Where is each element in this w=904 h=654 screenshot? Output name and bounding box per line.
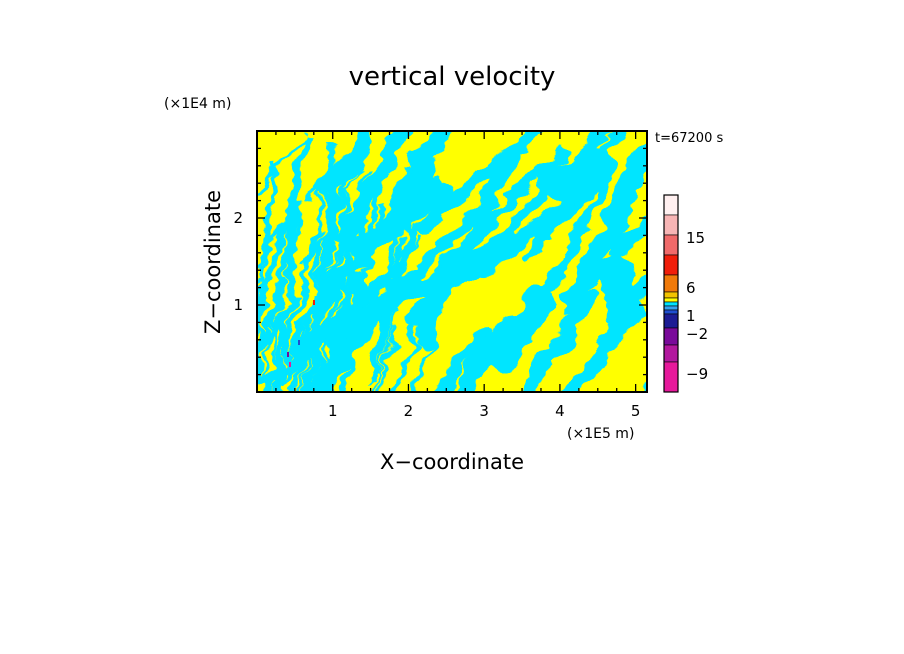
field-streak [412, 320, 437, 392]
x-tick-label: 1 [328, 402, 338, 420]
time-label: t=67200 s [655, 131, 723, 146]
x-tick-label: 3 [479, 402, 489, 420]
field-streak [396, 317, 417, 392]
colorbar-segment [663, 194, 679, 216]
colorbar: 15 6 1−2 −9 [663, 194, 708, 393]
colorbar-segment [663, 234, 679, 256]
colorbar-tick-label: −9 [686, 365, 708, 383]
x-tick-label: 5 [631, 402, 641, 420]
field-speck [289, 362, 291, 367]
colorbar-tick-label: 1 [686, 307, 696, 325]
field-streak [268, 206, 293, 392]
x-axis-label: X−coordinate [380, 450, 524, 474]
colorbar-segment [663, 297, 679, 303]
y-unit-label: (×1E4 m) [164, 96, 231, 112]
colorbar-segment [663, 214, 679, 236]
field-band [562, 313, 631, 392]
axes: 1 2 3 4 5 1 2 [233, 131, 647, 420]
plot-frame [256, 130, 648, 393]
colorbar-frame [663, 194, 679, 393]
colorbar-tick-label: 6 [686, 279, 696, 297]
colorbar-tick-label: −2 [686, 325, 708, 343]
field-band [323, 131, 396, 196]
colorbar-segment [663, 301, 679, 307]
field-band [306, 299, 384, 392]
field-band [334, 131, 426, 246]
colorbar-segment [663, 327, 679, 346]
y-axis-label: Z−coordinate [201, 190, 225, 334]
colorbar-segment [663, 254, 679, 276]
y-tick-label: 1 [233, 296, 243, 314]
field-streak [285, 203, 301, 346]
colorbar-segment [663, 291, 679, 299]
field-band [432, 330, 493, 392]
field-streak [257, 270, 271, 304]
field-band [485, 288, 555, 372]
colorbar-segment [663, 344, 679, 363]
field-band [561, 131, 647, 311]
colorbar-segment [663, 361, 679, 393]
field-band [419, 229, 521, 301]
field-band [419, 131, 557, 234]
colorbar-segment [663, 313, 679, 329]
velocity-field [257, 131, 647, 392]
field-band [612, 168, 647, 255]
x-unit-label: (×1E5 m) [567, 426, 634, 442]
field-band [347, 182, 453, 258]
field-streak [303, 222, 351, 392]
field-streak [376, 322, 398, 392]
field-band [543, 142, 617, 208]
colorbar-segment [663, 309, 679, 315]
field-band [257, 262, 406, 392]
colorbar-segment [663, 274, 679, 293]
field-speck [298, 340, 300, 345]
field-band [592, 253, 647, 327]
y-tick-label: 2 [233, 209, 243, 227]
field-speck [287, 352, 289, 357]
field-streak [286, 145, 336, 355]
field-streak [258, 160, 278, 285]
x-tick-label: 4 [555, 402, 565, 420]
field-streak [371, 174, 432, 375]
field-band [464, 291, 599, 392]
field-band [435, 149, 570, 273]
field-band [414, 184, 504, 276]
field-streak [373, 290, 403, 392]
colorbar-tick-label: 15 [686, 229, 705, 247]
x-tick-label: 2 [404, 402, 414, 420]
field-speck [313, 300, 315, 305]
colorbar-segment [663, 305, 679, 311]
chart-title: vertical velocity [349, 62, 556, 92]
